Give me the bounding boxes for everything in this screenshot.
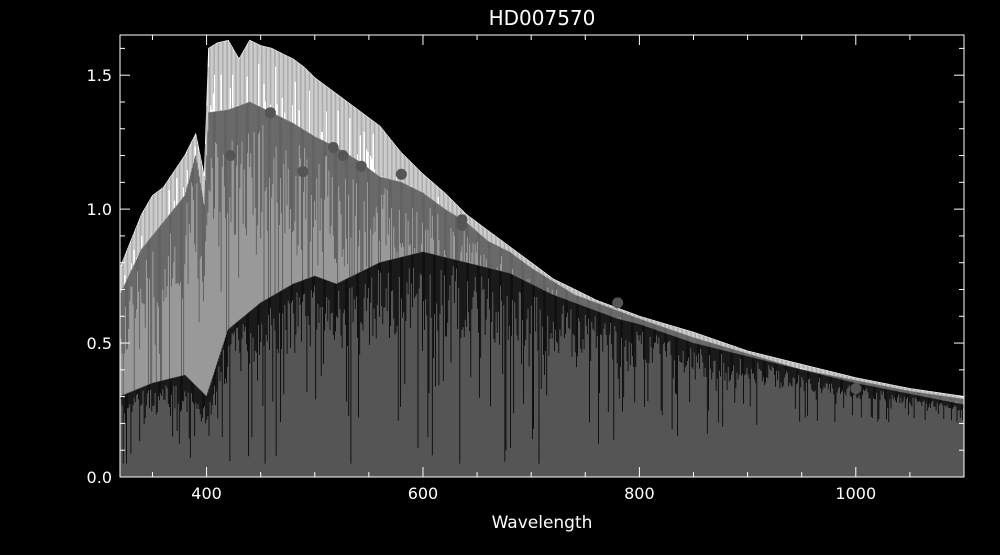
x-axis: 400 600 800 1000 [151, 35, 965, 503]
photometry-point [612, 297, 624, 309]
x-tick-label: 800 [624, 484, 655, 503]
absorption-lines-2 [120, 252, 964, 464]
photometry-point [337, 150, 349, 161]
y-tick-label: 0.0 [87, 468, 112, 487]
x-tick-label: 1000 [835, 484, 876, 503]
chart-title: HD007570 [489, 6, 596, 30]
plot-frame [119, 34, 965, 478]
photometry-point [355, 160, 367, 172]
x-tick-label: 600 [408, 484, 439, 503]
photometry-point [395, 168, 407, 180]
y-tick-label: 1.5 [87, 66, 112, 85]
photometry-point [456, 219, 468, 231]
photometry-point [850, 383, 862, 395]
y-axis: 0.0 0.5 1.0 1.5 [87, 47, 964, 487]
photometry-point [264, 107, 276, 119]
x-tick-label: 400 [191, 484, 222, 503]
photometry-point [224, 150, 236, 161]
photometry-point [297, 166, 309, 178]
x-axis-label: Wavelength [492, 513, 593, 533]
photometry-point [327, 142, 339, 153]
line-texture-2 [120, 252, 964, 464]
photometry-points [224, 107, 862, 395]
y-tick-label: 0.5 [87, 334, 112, 353]
y-tick-label: 1.0 [87, 200, 112, 219]
